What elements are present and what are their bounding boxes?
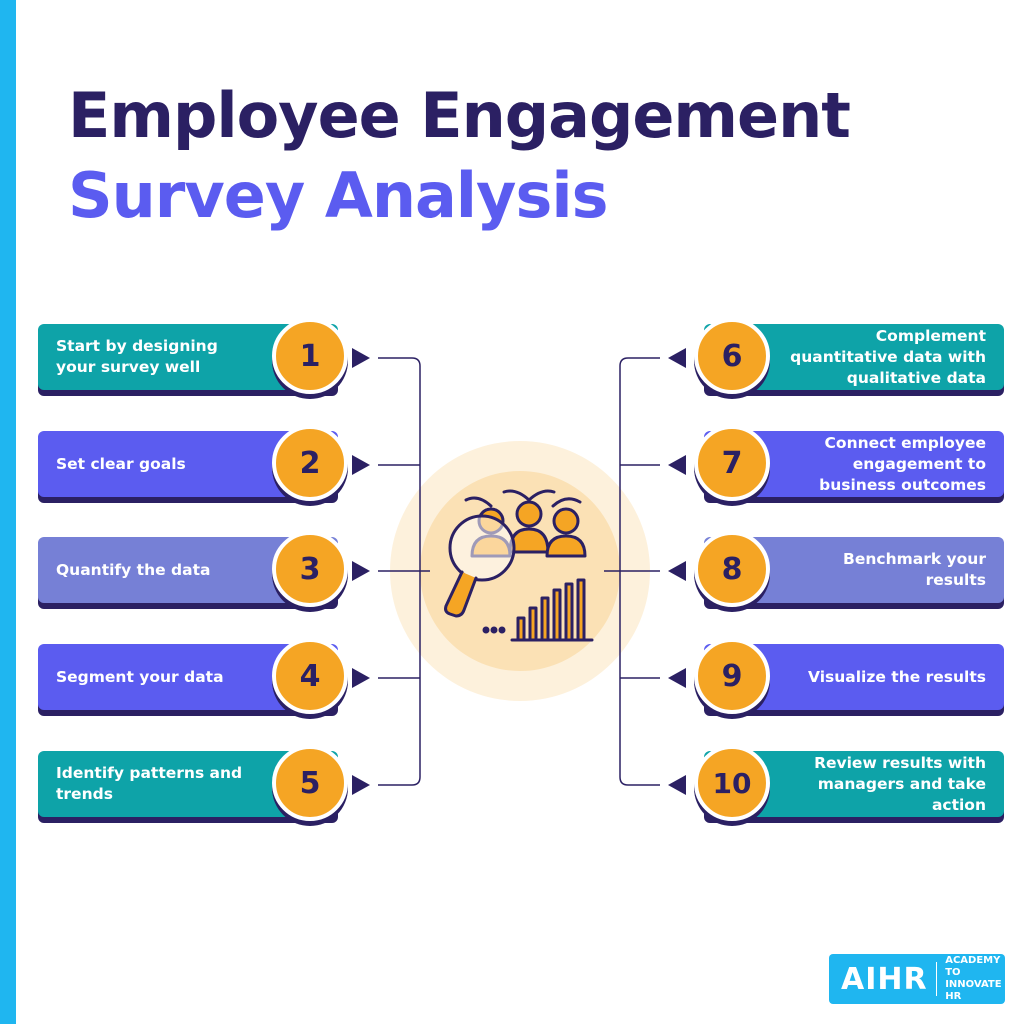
step-4-text: Segment your data (56, 667, 224, 686)
step-1-number-badge: 1 (272, 318, 348, 394)
step-1-text: Start by designing your survey well (56, 337, 218, 376)
arrow-left-icon (668, 455, 686, 475)
left-accent-bar (0, 0, 16, 1024)
arrow-right-icon (352, 668, 370, 688)
step-8-number-badge: 8 (694, 531, 770, 607)
step-3-text: Quantify the data (56, 560, 211, 579)
arrow-right-icon (352, 455, 370, 475)
step-10-text: Review results with managers and take ac… (814, 753, 986, 814)
arrow-left-icon (668, 561, 686, 581)
title-line-1: Employee Engagement (68, 79, 851, 152)
arrow-left-icon (668, 348, 686, 368)
step-6-text: Complement quantitative data with qualit… (790, 326, 986, 387)
step-2-number-badge: 2 (272, 425, 348, 501)
connector-left-1 (378, 357, 421, 786)
step-5-text: Identify patterns and trends (56, 764, 243, 803)
magnifier-people-chart-icon (444, 489, 594, 642)
aihr-logo: AIHR ACADEMY TO INNOVATE HR (829, 954, 1005, 1004)
step-2-text: Set clear goals (56, 454, 186, 473)
arrow-right-icon (352, 775, 370, 795)
step-5-number-badge: 5 (272, 745, 348, 821)
step-3-number-badge: 3 (272, 531, 348, 607)
center-glow (390, 441, 650, 701)
logo-tagline: ACADEMY TO INNOVATE HR (945, 955, 1002, 1002)
magnifier-lens (448, 514, 516, 582)
logo-brand: AIHR (841, 961, 928, 997)
step-10-number-badge: 10 (694, 745, 770, 821)
people-group-icon (464, 489, 587, 558)
arrow-right-icon (352, 561, 370, 581)
arrow-left-icon (668, 668, 686, 688)
step-6-number-badge: 6 (694, 318, 770, 394)
step-4-number-badge: 4 (272, 638, 348, 714)
arrow-left-icon (668, 775, 686, 795)
title-line-2: Survey Analysis (68, 159, 609, 232)
magnifier-handle (444, 570, 478, 618)
step-9-text: Visualize the results (807, 667, 986, 686)
arrow-right-icon (352, 348, 370, 368)
connector-right-1 (619, 357, 660, 786)
logo-separator (935, 962, 938, 996)
step-7-text: Connect employee engagement to business … (819, 433, 986, 494)
step-7-number-badge: 7 (694, 425, 770, 501)
bar-chart-icon (510, 578, 594, 642)
step-9-number-badge: 9 (694, 638, 770, 714)
page-title: Employee Engagement Survey Analysis (68, 76, 851, 236)
step-8-text: Benchmark your results (843, 550, 986, 589)
